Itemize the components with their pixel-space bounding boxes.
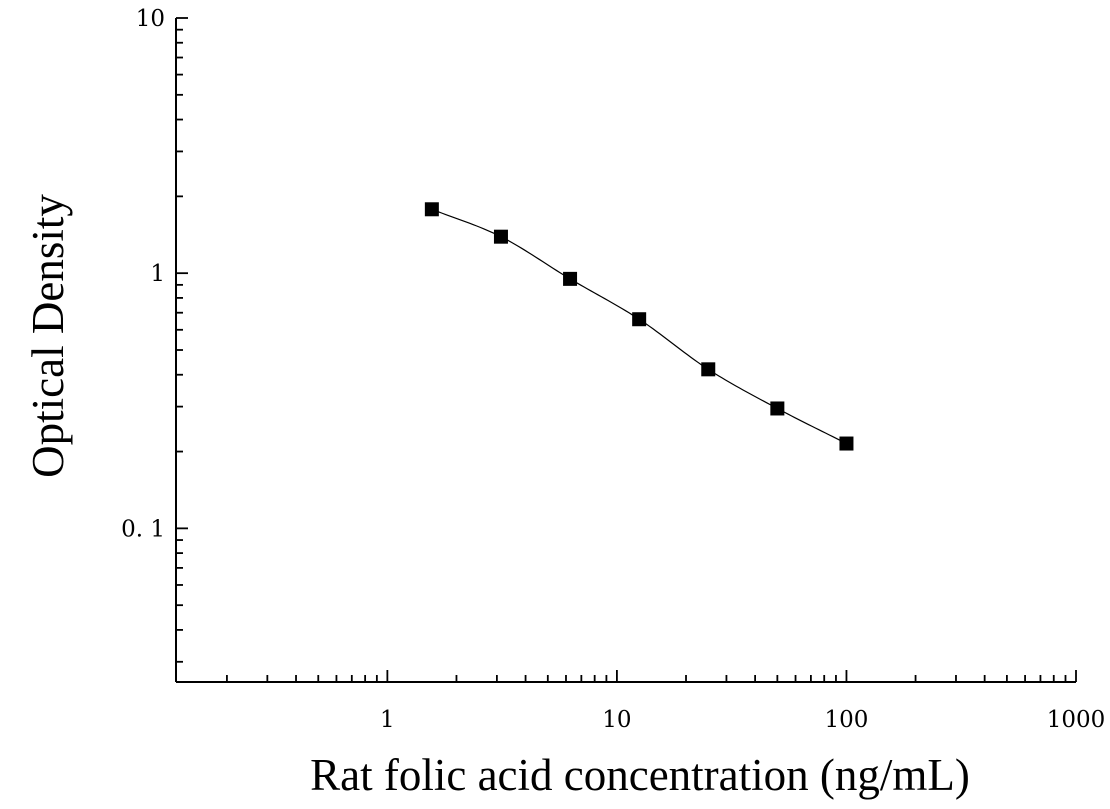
data-points <box>424 202 854 451</box>
data-point <box>770 401 785 416</box>
x-tick-label: 100 <box>825 707 869 733</box>
x-tick-label: 1 <box>380 707 395 733</box>
y-tick-label: 0. 1 <box>121 516 165 542</box>
y-tick-label: 1 <box>150 261 165 287</box>
x-tick-labels: 1 10 100 1000 <box>380 707 1105 733</box>
data-point <box>632 312 647 327</box>
y-tick-labels: 10 1 0. 1 <box>121 6 165 542</box>
y-tick-label: 10 <box>136 6 165 32</box>
data-point <box>424 202 439 217</box>
x-tick-label: 1000 <box>1047 707 1106 733</box>
data-point <box>839 436 854 451</box>
x-axis-title: Rat folic acid concentration (ng/mL) <box>310 750 970 800</box>
x-tick-label: 10 <box>602 707 631 733</box>
data-point <box>701 362 716 377</box>
axis-ticks <box>176 17 1077 682</box>
data-point <box>563 271 578 286</box>
data-point <box>493 229 508 244</box>
y-axis-title: Optical Density <box>23 194 73 478</box>
